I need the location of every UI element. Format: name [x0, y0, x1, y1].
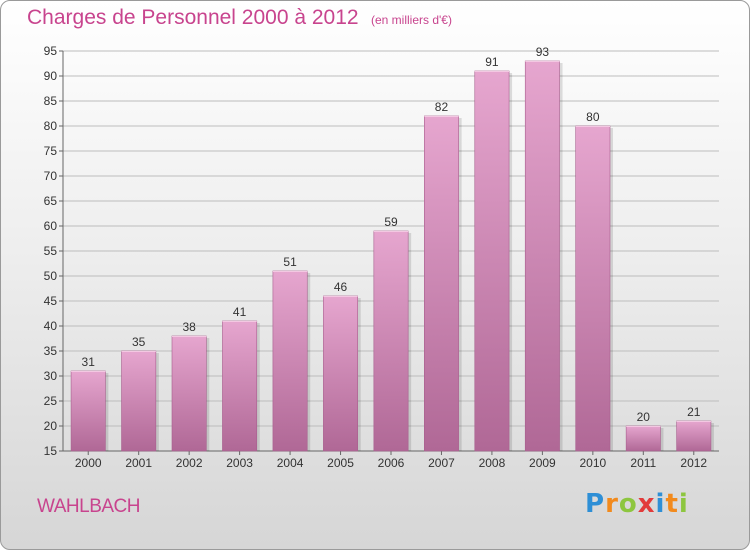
x-tick-label-2012: 2012	[680, 456, 707, 470]
data-label-2003: 41	[233, 305, 247, 319]
logo-letter: i	[655, 489, 666, 519]
y-tick-label: 90	[44, 69, 58, 83]
x-tick-label-2009: 2009	[529, 456, 556, 470]
bar-2008	[474, 70, 510, 452]
bar-2003	[222, 320, 258, 452]
data-label-2012: 21	[687, 405, 701, 419]
bar-2002	[171, 335, 207, 452]
bar-2000	[70, 370, 106, 452]
bar-2010	[575, 125, 611, 452]
x-tick-label-2002: 2002	[176, 456, 203, 470]
y-tick-label: 70	[44, 169, 58, 183]
x-tick-label-2000: 2000	[75, 456, 102, 470]
logo-letter: r	[605, 489, 619, 519]
chart-subtitle: (en milliers d'€)	[371, 13, 452, 27]
y-tick-label: 45	[44, 294, 58, 308]
bar-2009	[524, 60, 560, 452]
data-label-2010: 80	[586, 110, 600, 124]
logo-letter: t	[665, 489, 679, 519]
y-tick-label: 15	[44, 444, 58, 458]
x-tick-label-2008: 2008	[479, 456, 506, 470]
y-tick-label: 65	[44, 194, 58, 208]
data-label-2007: 82	[435, 100, 449, 114]
chart-title: Charges de Personnel 2000 à 2012	[27, 6, 359, 29]
bar-2007	[424, 115, 459, 452]
y-tick-label: 55	[44, 244, 58, 258]
y-tick-label: 95	[44, 44, 58, 58]
x-tick-label-2005: 2005	[327, 456, 354, 470]
y-tick-label: 35	[44, 344, 58, 358]
y-tick-label: 50	[44, 269, 58, 283]
bar-2012	[676, 420, 712, 452]
commune-name: WAHLBACH	[37, 496, 140, 517]
data-label-2004: 51	[283, 255, 297, 269]
y-tick-label: 20	[44, 419, 58, 433]
logo-letter: x	[637, 489, 656, 519]
data-label-2005: 46	[334, 280, 348, 294]
x-tick-label-2007: 2007	[428, 456, 455, 470]
bar-2005	[323, 295, 358, 452]
bar-2011	[625, 425, 661, 452]
y-tick-label: 60	[44, 219, 58, 233]
data-label-2001: 35	[132, 335, 146, 349]
logo-letter: P	[585, 489, 606, 519]
bar-2004	[272, 270, 308, 452]
data-label-2002: 38	[182, 320, 196, 334]
x-tick-label-2001: 2001	[125, 456, 152, 470]
data-label-2009: 93	[536, 45, 550, 59]
y-tick-label: 30	[44, 369, 58, 383]
logo-letter: o	[618, 489, 638, 519]
logo-letter: i	[678, 489, 689, 519]
x-tick-label-2011: 2011	[630, 456, 656, 470]
y-tick-label: 80	[44, 119, 58, 133]
y-tick-label: 40	[44, 319, 58, 333]
data-label-2000: 31	[82, 355, 96, 369]
x-tick-label-2003: 2003	[226, 456, 253, 470]
x-tick-label-2006: 2006	[378, 456, 405, 470]
data-label-2008: 91	[485, 55, 499, 69]
data-label-2006: 59	[384, 215, 398, 229]
proxiti-logo: Proxiti	[585, 489, 689, 519]
bar-2001	[121, 350, 157, 452]
bar-2006	[373, 230, 409, 452]
y-tick-label: 85	[44, 94, 58, 108]
x-tick-label-2010: 2010	[579, 456, 606, 470]
x-tick-label-2004: 2004	[277, 456, 304, 470]
y-tick-label: 25	[44, 394, 58, 408]
data-label-2011: 20	[637, 410, 651, 424]
y-tick-label: 75	[44, 144, 58, 158]
